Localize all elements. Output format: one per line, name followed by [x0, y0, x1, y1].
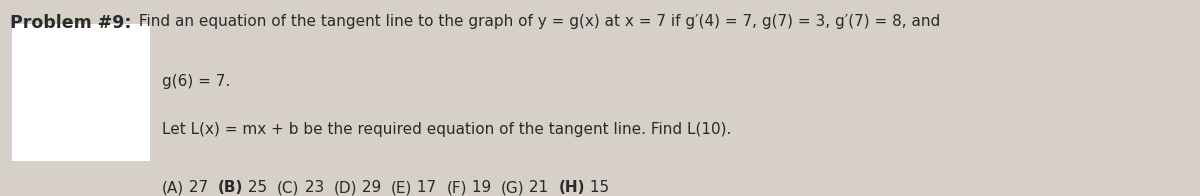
- Text: (E): (E): [391, 180, 413, 195]
- Text: 29: 29: [358, 180, 391, 195]
- Text: (B): (B): [218, 180, 244, 195]
- Text: (G): (G): [500, 180, 524, 195]
- Text: 19: 19: [467, 180, 500, 195]
- FancyBboxPatch shape: [12, 24, 150, 161]
- Text: 15: 15: [584, 180, 610, 195]
- Text: Find an equation of the tangent line to the graph of y = g(x) at x = 7 if g′(4) : Find an equation of the tangent line to …: [133, 14, 940, 29]
- Text: (H): (H): [558, 180, 584, 195]
- Text: (F): (F): [446, 180, 467, 195]
- Text: (D): (D): [334, 180, 358, 195]
- Text: (C): (C): [277, 180, 300, 195]
- Text: (A): (A): [162, 180, 184, 195]
- Text: 23: 23: [300, 180, 334, 195]
- Text: g(6) = 7.: g(6) = 7.: [162, 74, 230, 90]
- Text: 21: 21: [524, 180, 558, 195]
- Text: Problem #9:: Problem #9:: [10, 14, 131, 32]
- Text: 17: 17: [413, 180, 446, 195]
- Text: 25: 25: [244, 180, 277, 195]
- Text: 27: 27: [184, 180, 218, 195]
- Text: Let L(x) = mx + b be the required equation of the tangent line. Find L(10).: Let L(x) = mx + b be the required equati…: [162, 122, 731, 137]
